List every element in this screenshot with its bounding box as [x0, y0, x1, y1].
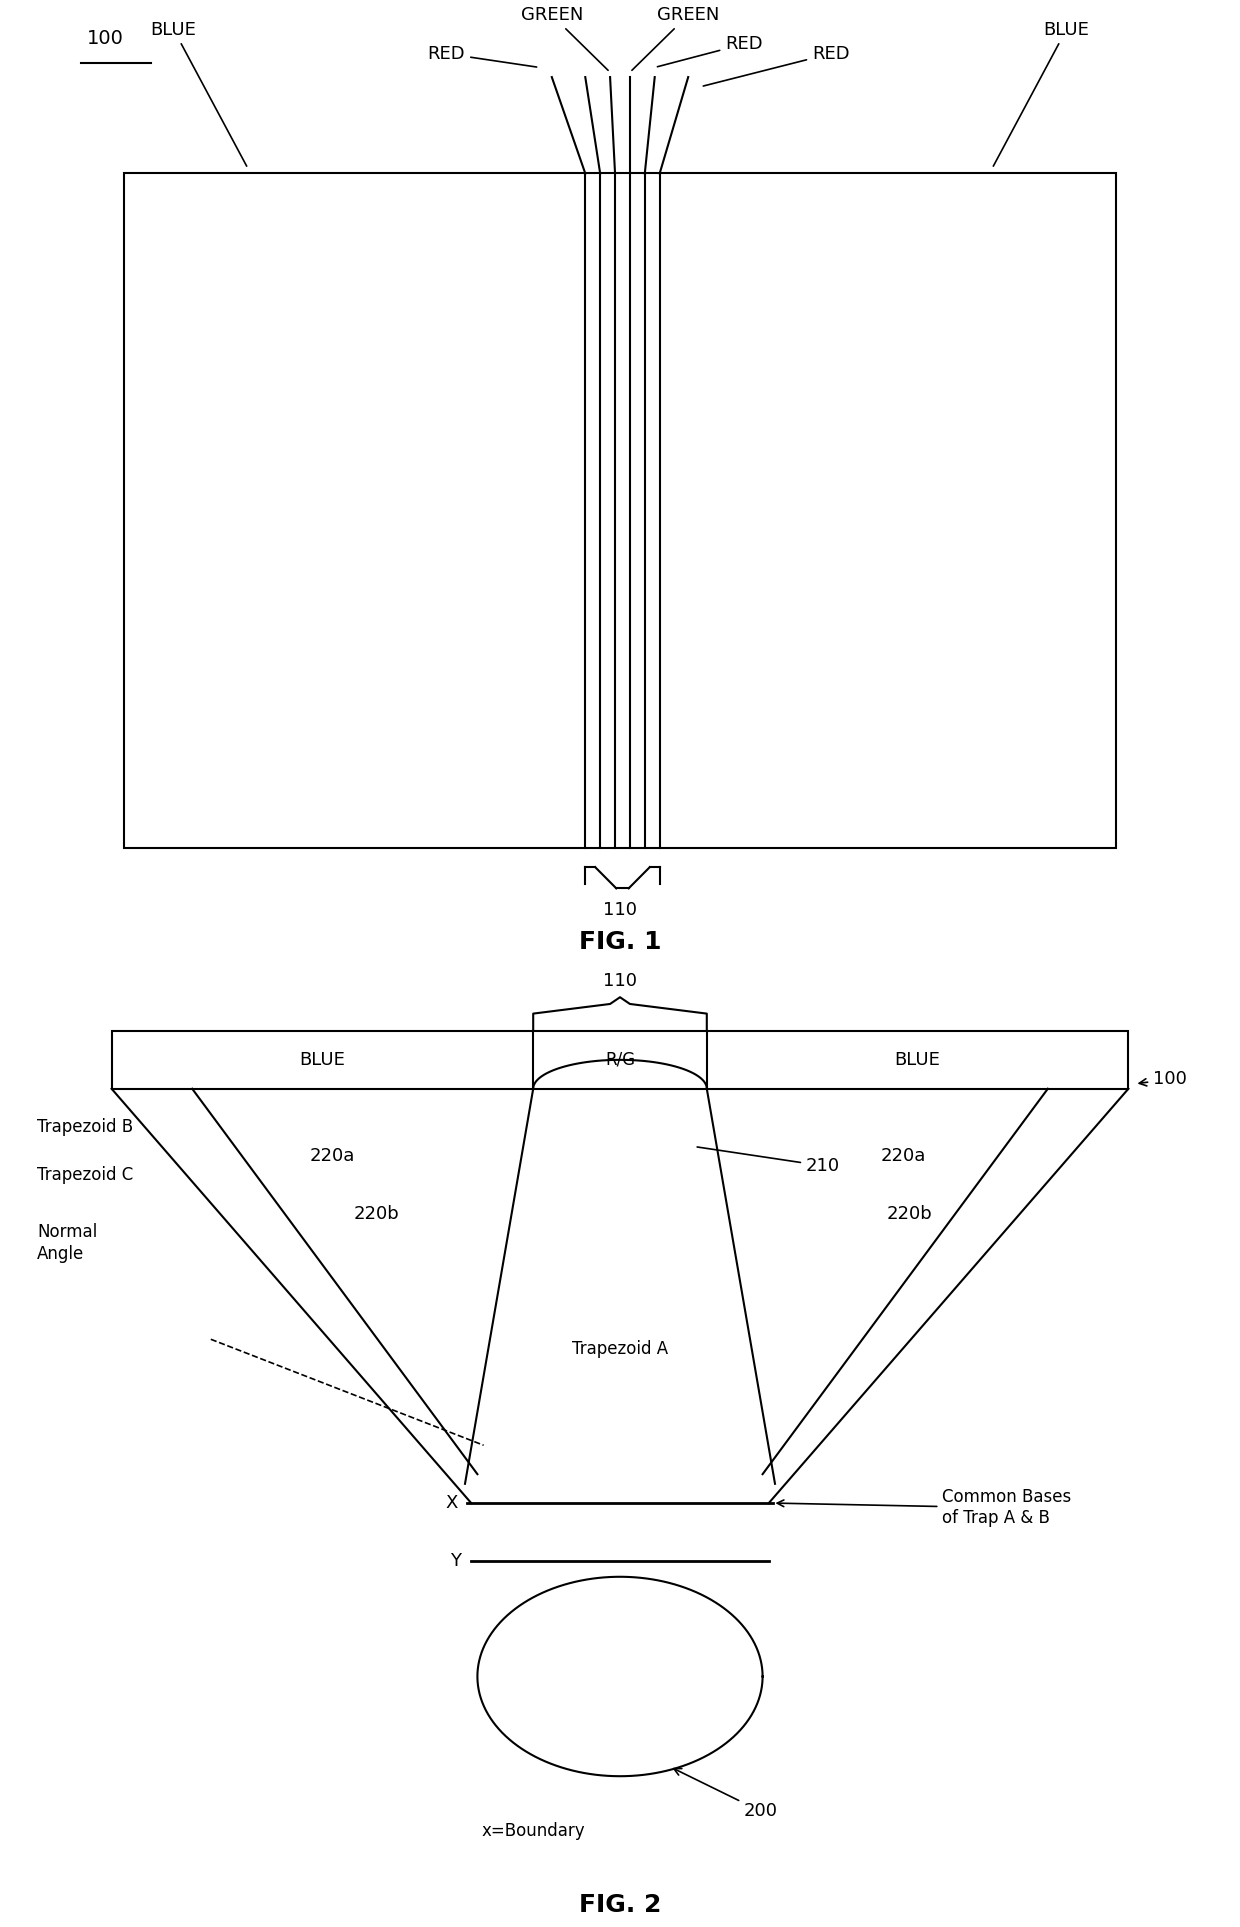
Text: 100: 100: [1140, 1069, 1187, 1089]
Bar: [112, 1031, 1128, 1089]
Text: 100: 100: [87, 29, 124, 48]
Text: FIG. 1: FIG. 1: [579, 931, 661, 954]
Text: x=Boundary: x=Boundary: [481, 1821, 585, 1840]
Text: 110: 110: [603, 902, 637, 919]
Text: GREEN: GREEN: [521, 6, 608, 69]
Text: Y: Y: [450, 1551, 461, 1571]
Text: Trapezoid C: Trapezoid C: [37, 1166, 134, 1185]
Text: GREEN: GREEN: [632, 6, 719, 69]
Text: 220b: 220b: [887, 1204, 932, 1224]
Text: 220a: 220a: [310, 1147, 356, 1166]
Text: BLUE: BLUE: [895, 1050, 940, 1069]
Text: 200: 200: [673, 1769, 777, 1821]
Text: BLUE: BLUE: [993, 21, 1089, 166]
Text: 110: 110: [603, 973, 637, 990]
Text: BLUE: BLUE: [151, 21, 247, 166]
Text: Trapezoid B: Trapezoid B: [37, 1118, 134, 1137]
Text: Normal
Angle: Normal Angle: [37, 1224, 98, 1262]
Text: BLUE: BLUE: [300, 1050, 345, 1069]
Text: 210: 210: [697, 1147, 841, 1175]
Text: RED: RED: [428, 44, 537, 67]
Text: RED: RED: [703, 44, 849, 87]
Text: Trapezoid A: Trapezoid A: [572, 1339, 668, 1359]
Text: X: X: [445, 1493, 458, 1513]
Text: FIG. 2: FIG. 2: [579, 1894, 661, 1917]
Text: R/G: R/G: [605, 1050, 635, 1069]
Text: Common Bases
of Trap A & B: Common Bases of Trap A & B: [777, 1488, 1071, 1528]
Bar: [124, 173, 1116, 848]
Text: 220a: 220a: [880, 1147, 926, 1166]
Text: 220b: 220b: [353, 1204, 399, 1224]
Text: RED: RED: [657, 35, 763, 67]
